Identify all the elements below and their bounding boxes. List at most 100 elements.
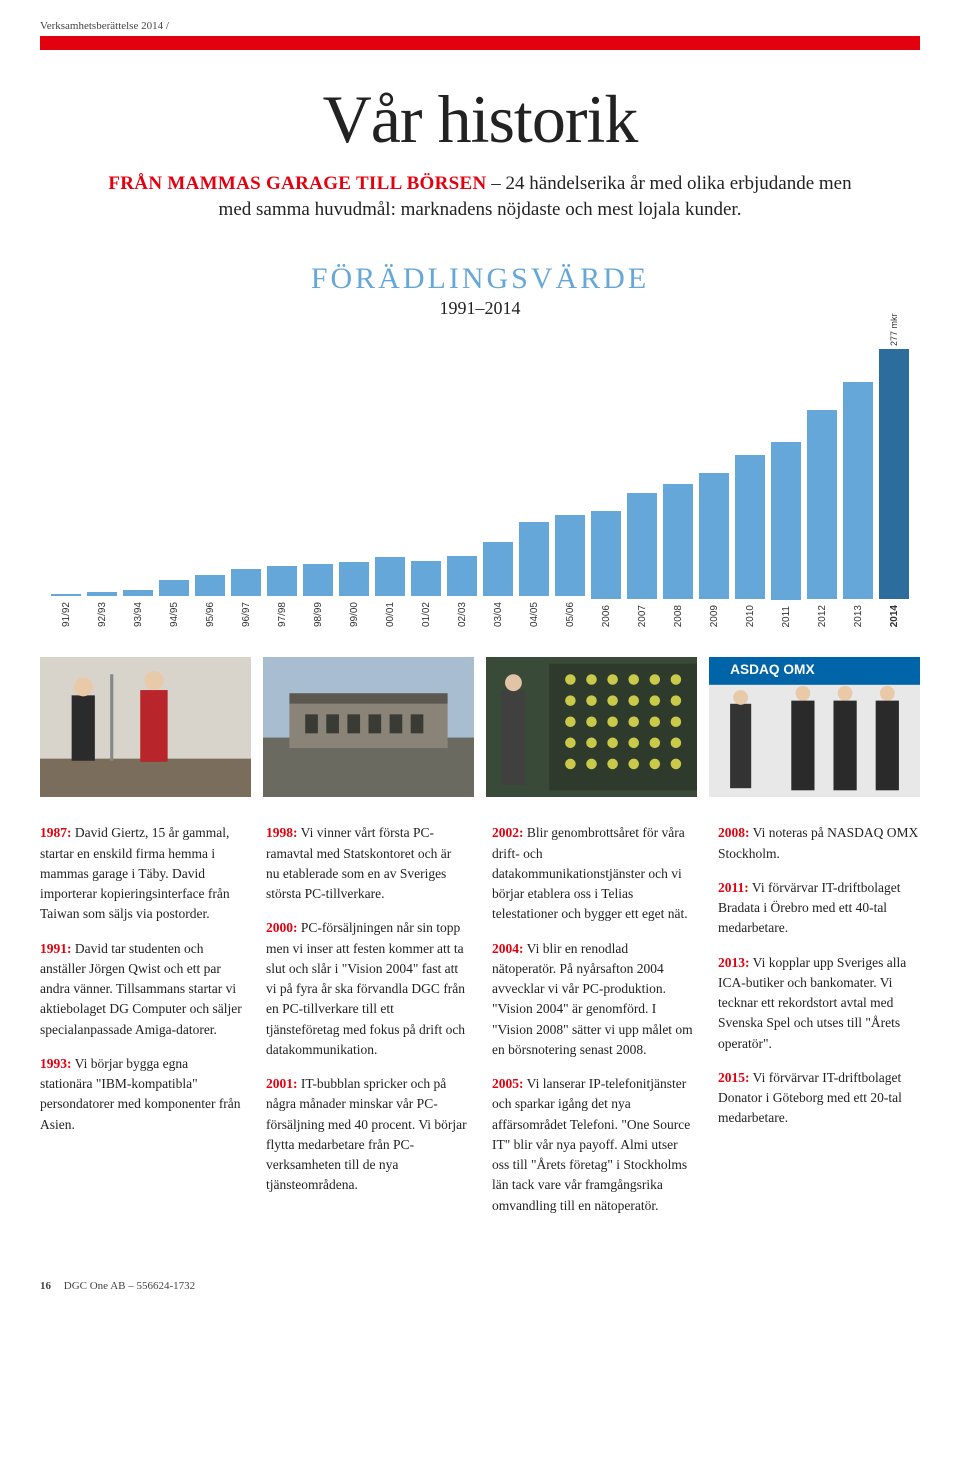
year-label: 2013: bbox=[718, 955, 750, 970]
bar bbox=[519, 522, 549, 596]
photo-row: ASDAQ OMX bbox=[40, 657, 920, 797]
bar-wrap: 2011 bbox=[771, 405, 801, 627]
timeline-entry: 1987: David Giertz, 15 år gammal, starta… bbox=[40, 823, 242, 924]
bar bbox=[411, 561, 441, 596]
bar-category-label: 02/03 bbox=[457, 602, 468, 627]
timeline-entry: 2013: Vi kopplar upp Sveriges alla ICA-b… bbox=[718, 953, 920, 1054]
bar-wrap: 95/96 bbox=[195, 538, 225, 628]
bar-category-label: 03/04 bbox=[493, 602, 504, 627]
bar-category-label: 00/01 bbox=[385, 602, 396, 627]
bar-wrap: 2006 bbox=[591, 474, 621, 628]
bar-wrap: 277 mkr2014 bbox=[879, 312, 909, 627]
bar-wrap: 96/97 bbox=[231, 532, 261, 627]
bar bbox=[447, 556, 477, 597]
year-label: 2002: bbox=[492, 825, 524, 840]
year-label: 1998: bbox=[266, 825, 298, 840]
year-label: 2008: bbox=[718, 825, 750, 840]
bar-wrap: 03/04 bbox=[483, 505, 513, 627]
entry-text: Vi blir en renodlad nätoperatör. På nyår… bbox=[492, 941, 693, 1057]
subtitle: FRÅN MAMMAS GARAGE TILL BÖRSEN – 24 händ… bbox=[90, 171, 870, 222]
year-label: 1993: bbox=[40, 1056, 72, 1071]
timeline-entry: 2015: Vi förvärvar IT-driftbolaget Donat… bbox=[718, 1068, 920, 1129]
bar-wrap: 00/01 bbox=[375, 520, 405, 627]
timeline-entry: 2004: Vi blir en renodlad nätoperatör. P… bbox=[492, 939, 694, 1061]
footer-text: DGC One AB – 556624-1732 bbox=[64, 1280, 195, 1292]
year-label: 2005: bbox=[492, 1076, 524, 1091]
bar bbox=[267, 566, 297, 596]
timeline-entry: 2005: Vi lanserar IP-telefonitjänster oc… bbox=[492, 1074, 694, 1216]
photo-2-building bbox=[263, 657, 474, 797]
bar bbox=[231, 569, 261, 596]
year-label: 2001: bbox=[266, 1076, 298, 1091]
bar bbox=[483, 542, 513, 596]
entry-text: PC-försäljningen når sin topp men vi ins… bbox=[266, 920, 465, 1057]
bar bbox=[843, 382, 873, 599]
bar bbox=[159, 580, 189, 596]
bar-wrap: 01/02 bbox=[411, 524, 441, 627]
bar-category-label: 91/92 bbox=[61, 602, 72, 627]
bar-category-label: 98/99 bbox=[313, 602, 324, 627]
photo-1-garage bbox=[40, 657, 251, 797]
bar-category-label: 2011 bbox=[781, 606, 792, 628]
timeline-entry: 1991: David tar studenten och anställer … bbox=[40, 939, 242, 1040]
bar-wrap: 93/94 bbox=[123, 553, 153, 627]
bar-category-label: 95/96 bbox=[205, 602, 216, 627]
bar-wrap: 2008 bbox=[663, 447, 693, 628]
bar bbox=[303, 564, 333, 596]
bar-category-label: 2007 bbox=[637, 605, 648, 627]
bar-wrap: 05/06 bbox=[555, 478, 585, 627]
year-label: 2000: bbox=[266, 920, 298, 935]
year-label: 1987: bbox=[40, 825, 72, 840]
timeline-entry: 2002: Blir genombrottsåret för våra drif… bbox=[492, 823, 694, 924]
bar-wrap: 04/05 bbox=[519, 485, 549, 627]
bar-category-label: 2013 bbox=[853, 605, 864, 627]
bar bbox=[51, 594, 81, 597]
bar-category-label: 96/97 bbox=[241, 602, 252, 627]
page-number: 16 bbox=[40, 1280, 51, 1292]
bar-category-label: 04/05 bbox=[529, 602, 540, 627]
bar-wrap: 97/98 bbox=[267, 529, 297, 627]
page-footer: 16 DGC One AB – 556624-1732 bbox=[40, 1280, 920, 1292]
bar-category-label: 93/94 bbox=[133, 602, 144, 627]
bar bbox=[123, 590, 153, 596]
bar-category-label: 2012 bbox=[817, 605, 828, 627]
bar bbox=[195, 575, 225, 597]
bar bbox=[663, 484, 693, 600]
page-title: Vår historik bbox=[40, 80, 920, 159]
bar bbox=[339, 562, 369, 596]
bar-wrap: 2007 bbox=[627, 456, 657, 628]
entry-text: Vi lanserar IP-telefonitjänster och spar… bbox=[492, 1076, 690, 1213]
bar-category-label: 05/06 bbox=[565, 602, 576, 627]
bar-category-label: 92/93 bbox=[97, 602, 108, 627]
bar-wrap: 99/00 bbox=[339, 525, 369, 627]
timeline-entry: 1998: Vi vinner vårt första PC-ramavtal … bbox=[266, 823, 468, 904]
bar-wrap: 2010 bbox=[735, 418, 765, 628]
timeline-entry: 2001: IT-bubblan spricker och på några m… bbox=[266, 1074, 468, 1196]
timeline-entry: 2008: Vi noteras på NASDAQ OMX Stockholm… bbox=[718, 823, 920, 864]
entry-text: IT-bubblan spricker och på några månader… bbox=[266, 1076, 467, 1192]
timeline-col-2: 1998: Vi vinner vårt första PC-ramavtal … bbox=[266, 823, 468, 1230]
bar bbox=[555, 515, 585, 596]
bar-category-label: 01/02 bbox=[421, 602, 432, 627]
running-head: Verksamhetsberättelse 2014 / bbox=[40, 20, 920, 32]
bar-wrap: 02/03 bbox=[447, 519, 477, 628]
bar-chart: 91/92 92/93 93/94 94/95 95/96 96/97 97/98 98/99… bbox=[40, 337, 920, 627]
bar-wrap: 2009 bbox=[699, 436, 729, 628]
chart-section: FÖRÄDLINGSVÄRDE 1991–2014 91/92 92/93 93/9… bbox=[40, 262, 920, 627]
timeline-col-3: 2002: Blir genombrottsåret för våra drif… bbox=[492, 823, 694, 1230]
bar bbox=[807, 410, 837, 600]
chart-range: 1991–2014 bbox=[40, 298, 920, 319]
bar-wrap: 92/93 bbox=[87, 555, 117, 628]
chart-title: FÖRÄDLINGSVÄRDE bbox=[40, 262, 920, 296]
bar bbox=[591, 511, 621, 599]
svg-text:ASDAQ OMX: ASDAQ OMX bbox=[730, 663, 815, 678]
timeline-columns: 1987: David Giertz, 15 år gammal, starta… bbox=[40, 823, 920, 1230]
year-label: 2004: bbox=[492, 941, 524, 956]
bar bbox=[879, 349, 909, 599]
bar bbox=[375, 557, 405, 596]
timeline-col-1: 1987: David Giertz, 15 år gammal, starta… bbox=[40, 823, 242, 1230]
bar-category-label: 2006 bbox=[601, 605, 612, 627]
subtitle-lead: FRÅN MAMMAS GARAGE TILL BÖRSEN bbox=[108, 173, 486, 194]
bar bbox=[699, 473, 729, 599]
bar-category-label: 94/95 bbox=[169, 602, 180, 627]
